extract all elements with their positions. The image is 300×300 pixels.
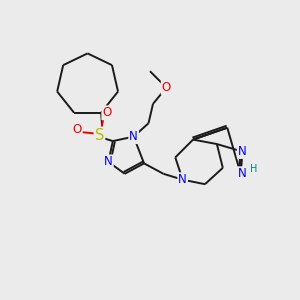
Text: O: O <box>162 81 171 94</box>
Text: O: O <box>102 106 112 119</box>
Text: H: H <box>250 164 258 174</box>
Text: O: O <box>73 123 82 136</box>
Text: S: S <box>95 128 104 142</box>
Text: N: N <box>238 167 247 180</box>
Text: N: N <box>129 130 138 143</box>
Text: N: N <box>104 155 113 168</box>
Text: N: N <box>238 145 247 158</box>
Text: N: N <box>178 173 187 186</box>
